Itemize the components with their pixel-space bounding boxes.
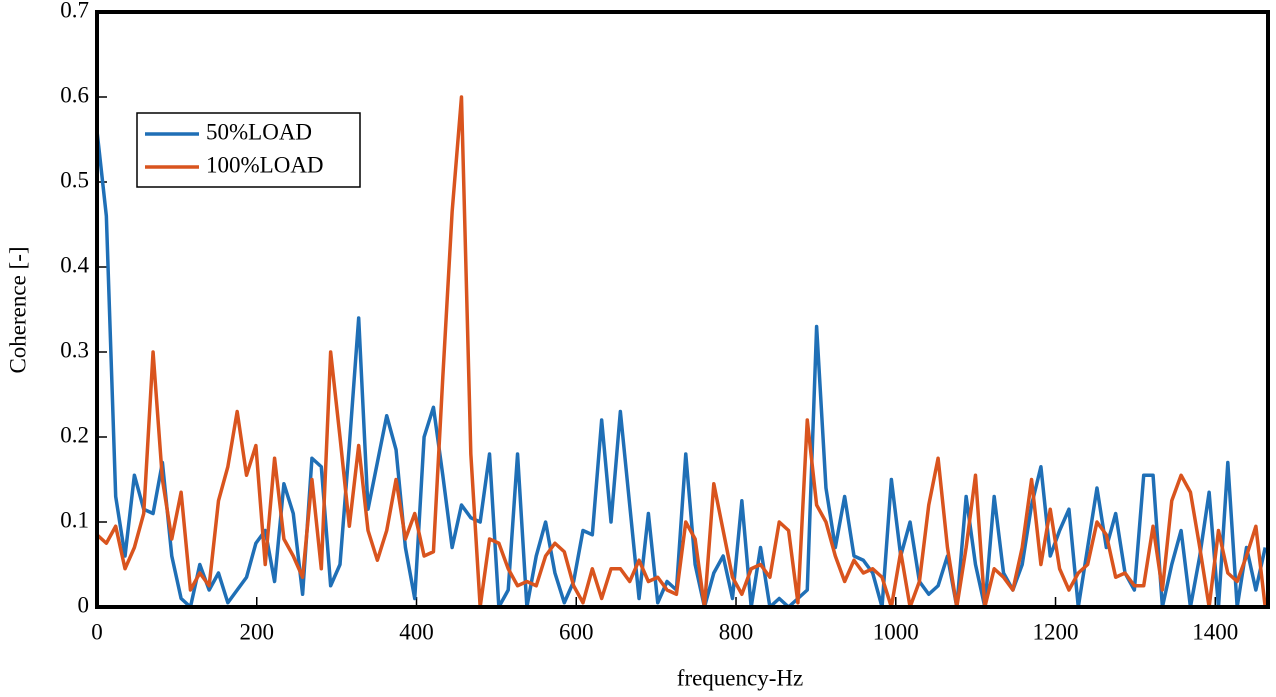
y-tick-label: 0.3 [60, 337, 89, 362]
x-tick-label: 200 [240, 619, 275, 644]
plot-lines [97, 95, 1267, 607]
x-tick-label: 400 [399, 619, 434, 644]
y-tick-label: 0.7 [60, 0, 89, 22]
x-tick-label: 1000 [873, 619, 919, 644]
x-tick-label: 0 [91, 619, 103, 644]
series-line [97, 95, 1267, 607]
y-tick-label: 0.5 [60, 167, 89, 192]
x-tick-label: 600 [559, 619, 594, 644]
y-axis-label: Coherence [-] [5, 246, 30, 373]
x-tick-label: 1400 [1192, 619, 1238, 644]
legend-box [136, 112, 361, 188]
x-tick-label: 1200 [1033, 619, 1079, 644]
plot-frame [95, 10, 1270, 609]
legend: 50%LOAD 100%LOAD [136, 112, 361, 188]
legend-label: 50%LOAD [206, 119, 312, 144]
y-tick-label: 0.4 [60, 252, 89, 277]
y-tick-label: 0 [78, 592, 90, 617]
x-axis-label: frequency-Hz [677, 665, 803, 690]
x-tick-label: 800 [719, 619, 754, 644]
y-tick-label: 0.6 [60, 82, 89, 107]
series-line [97, 130, 1267, 607]
y-tick-label: 0.1 [60, 507, 89, 532]
y-tick-label: 0.2 [60, 422, 89, 447]
legend-label: 100%LOAD [206, 152, 324, 177]
